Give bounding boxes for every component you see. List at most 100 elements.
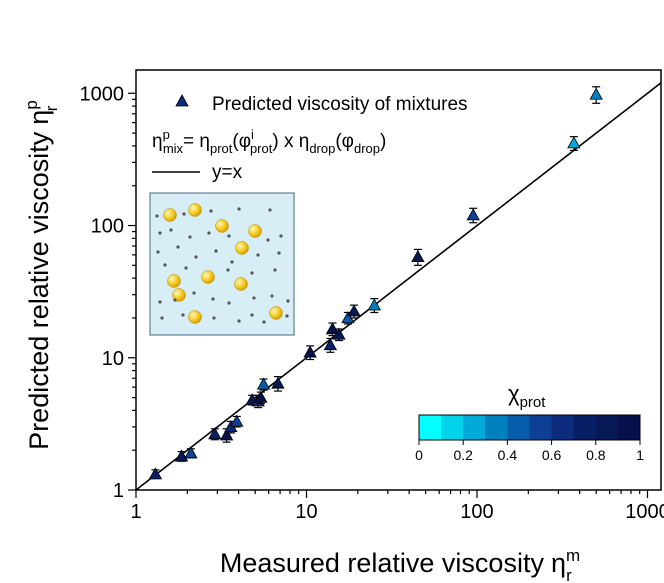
inset-droplet	[163, 208, 177, 222]
triangle-marker	[230, 414, 244, 427]
triangle-marker	[332, 327, 346, 340]
inset-droplet	[188, 203, 202, 217]
y-axis-title-sup: p	[22, 100, 41, 109]
triangle-marker	[567, 136, 581, 149]
data-point	[367, 298, 382, 314]
triangle-marker	[184, 446, 198, 459]
triangle-marker	[174, 449, 189, 462]
colorbar-swatch	[507, 415, 530, 440]
formula-prot-sub-1: prot	[210, 141, 233, 156]
x-tick-label: 100	[460, 501, 493, 523]
triangle-marker	[466, 208, 480, 221]
data-point	[589, 86, 603, 104]
formula-open-1: (	[232, 131, 239, 152]
colorbar-ticks: 0 0.2 0.4 0.6 0.8 1	[415, 440, 644, 463]
data-points	[148, 86, 603, 480]
inset-protein	[192, 291, 196, 295]
colorbar: χprot 0 0.2 0.4 0.6 0.8 1	[415, 381, 644, 463]
formula-eta: η	[152, 131, 163, 152]
data-point	[303, 345, 317, 361]
inset-protein	[256, 253, 260, 257]
inset-protein	[227, 234, 231, 238]
formula-prot-sub-2: prot	[250, 141, 273, 156]
inset-protein	[184, 266, 188, 270]
colorbar-tick-label: 0.4	[498, 447, 518, 463]
inset-droplet	[172, 288, 186, 302]
data-point	[230, 414, 244, 428]
x-axis-title-text: Measured relative viscosity	[220, 548, 545, 578]
inset-droplet	[234, 277, 248, 291]
inset-protein	[188, 235, 192, 239]
colorbar-title-sub: prot	[520, 394, 547, 411]
triangle-marker	[347, 304, 361, 317]
inset-protein	[286, 299, 290, 303]
x-axis-title: Measured relative viscosity ηm r	[220, 546, 580, 583]
formula-close-1: )	[272, 131, 278, 152]
formula-open-2: (	[335, 131, 342, 152]
legend-triangle-marker	[175, 94, 189, 107]
y-tick-label: 100	[91, 216, 124, 238]
colorbar-tick-label: 0.8	[586, 447, 606, 463]
x-tick-label: 1000	[625, 501, 664, 523]
data-point	[148, 467, 163, 480]
y-axis-title-eta: η	[24, 110, 54, 125]
y-axis-ticks: 1 10 100 1000	[80, 83, 136, 502]
inset-protein	[277, 251, 281, 255]
triangle-marker	[271, 376, 285, 389]
triangle-marker	[411, 249, 425, 263]
inset-protein	[182, 212, 186, 216]
y-axis-title-text: Predicted relative viscosity	[24, 131, 54, 450]
data-point	[271, 376, 285, 392]
formula-p-sup: p	[163, 127, 170, 142]
formula-phi-1: φ	[239, 131, 251, 152]
legend-line-label: y=x	[212, 162, 243, 183]
y-tick-label: 10	[102, 348, 124, 370]
inset-protein	[176, 245, 180, 249]
triangle-marker	[589, 87, 603, 100]
triangle-marker	[254, 390, 268, 403]
inset-protein	[237, 319, 241, 323]
colorbar-swatch	[595, 415, 619, 440]
colorbar-swatches	[419, 415, 641, 440]
x-axis-title-eta: η	[551, 548, 566, 578]
formula-i-sup: i	[251, 127, 254, 142]
inset-protein	[169, 228, 173, 232]
data-point	[567, 136, 581, 151]
inset-protein	[266, 238, 270, 242]
data-point	[411, 248, 425, 266]
inset-protein	[173, 298, 177, 302]
triangle-marker	[148, 467, 163, 480]
inset-protein	[230, 260, 234, 264]
x-axis-ticks: 1 10 100 1000	[130, 490, 664, 523]
inset-schematic	[149, 192, 295, 336]
colorbar-title: χprot	[508, 381, 546, 411]
formula-drop-sub-1: drop	[309, 141, 335, 156]
inset-droplet	[248, 224, 262, 238]
inset-protein	[268, 208, 272, 212]
inset-protein	[237, 207, 241, 211]
formula-close-2: )	[380, 131, 386, 152]
data-point	[466, 207, 480, 224]
inset-droplet	[167, 274, 181, 288]
plot-frame	[135, 69, 662, 491]
data-point	[254, 390, 268, 405]
y-tick-label: 1000	[80, 83, 125, 105]
colorbar-tick-label: 1	[636, 447, 644, 463]
inset-protein	[270, 294, 274, 298]
inset-protein	[226, 268, 230, 272]
data-point	[208, 427, 222, 441]
colorbar-swatch	[617, 415, 641, 440]
inset-droplet	[269, 306, 283, 320]
inset-protein	[156, 250, 160, 254]
colorbar-swatch	[419, 415, 442, 440]
colorbar-swatch	[441, 415, 464, 440]
inset-droplet	[188, 310, 202, 324]
formula-mix-sub: mix	[163, 141, 184, 156]
data-point	[347, 304, 361, 319]
x-tick-label: 10	[295, 501, 317, 523]
colorbar-title-chi: χ	[508, 381, 520, 406]
inset-protein	[212, 316, 216, 320]
inset-protein	[250, 313, 254, 317]
formula-drop-sub-2: drop	[354, 141, 380, 156]
